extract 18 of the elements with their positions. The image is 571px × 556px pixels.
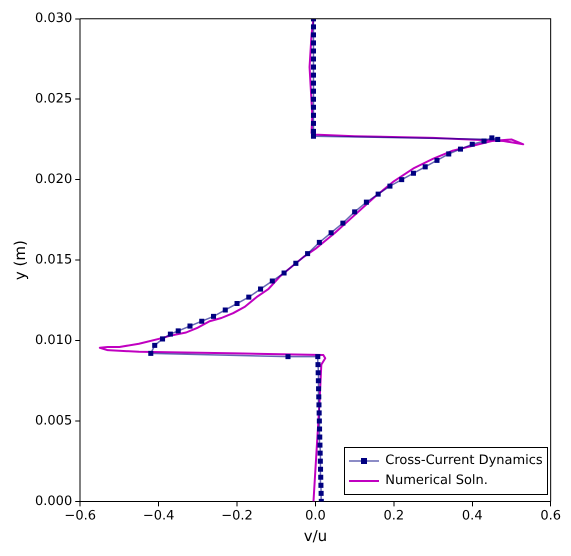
- x-tick-label: 0.0: [305, 508, 326, 524]
- x-tick-label: 0.2: [384, 508, 404, 524]
- y-axis-title: y (m): [10, 240, 29, 280]
- y-tick-label: 0.020: [35, 172, 72, 188]
- x-tick-label: −0.6: [64, 508, 96, 524]
- x-axis-title: v/u: [304, 526, 328, 545]
- y-tick-label: 0.025: [35, 92, 72, 107]
- y-tick-label: 0.000: [35, 494, 72, 509]
- x-tick-label: 0.4: [462, 508, 483, 524]
- y-tick-label: 0.030: [35, 11, 72, 26]
- y-tick-label: 0.005: [35, 413, 72, 428]
- legend-label: Cross-Current Dynamics: [385, 452, 543, 470]
- x-tick-label: −0.4: [142, 508, 174, 524]
- legend-label: Numerical Soln.: [385, 472, 488, 490]
- x-tick-label: 0.6: [540, 508, 562, 524]
- x-tick-label: −0.2: [221, 508, 253, 524]
- y-tick-label: 0.015: [35, 252, 72, 268]
- y-tick-label: 0.010: [35, 332, 72, 348]
